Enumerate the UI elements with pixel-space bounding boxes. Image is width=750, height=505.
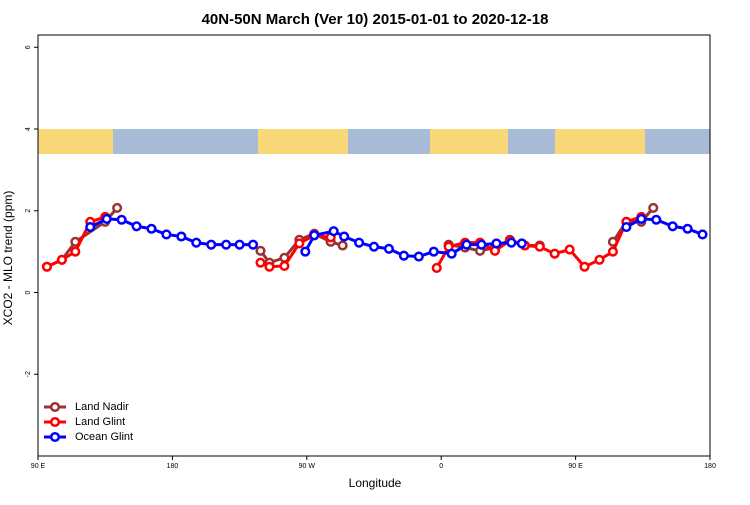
x-tick-label: 0 xyxy=(439,463,443,470)
legend-marker xyxy=(49,401,61,413)
point xyxy=(648,202,659,213)
x-tick-label: 180 xyxy=(167,463,179,470)
legend-item: Land Nadir xyxy=(44,401,129,413)
point xyxy=(247,239,259,250)
plot-frame xyxy=(37,34,711,457)
point xyxy=(255,245,266,256)
point xyxy=(131,221,142,232)
point xyxy=(476,239,487,250)
point xyxy=(279,260,290,271)
point xyxy=(294,238,305,249)
map-land xyxy=(555,129,645,154)
legend-marker xyxy=(49,416,61,428)
point xyxy=(491,238,502,249)
x-axis-label: Longitude xyxy=(349,476,402,490)
y-tick-label: 2 xyxy=(25,209,32,213)
point xyxy=(667,221,678,232)
legend-item: Ocean Glint xyxy=(44,431,133,443)
point xyxy=(651,214,662,225)
point xyxy=(337,240,348,251)
point xyxy=(161,229,172,240)
point xyxy=(255,257,266,268)
point xyxy=(101,213,112,224)
point xyxy=(446,248,457,259)
point xyxy=(41,261,53,272)
point xyxy=(506,237,517,248)
point xyxy=(564,244,575,255)
point xyxy=(607,246,618,257)
point xyxy=(221,239,232,250)
point xyxy=(579,261,590,272)
point xyxy=(354,237,365,248)
legend-label: Ocean Glint xyxy=(75,431,133,443)
point xyxy=(339,231,350,242)
legend-label: Land Nadir xyxy=(75,401,129,413)
point xyxy=(264,261,275,272)
x-tick-label: 90 W xyxy=(299,463,316,470)
point xyxy=(431,262,442,274)
point xyxy=(621,222,632,233)
point xyxy=(383,243,394,254)
point xyxy=(328,226,339,237)
point xyxy=(428,246,439,257)
point xyxy=(413,251,424,262)
point xyxy=(309,230,320,241)
x-tick-label: 90 E xyxy=(568,463,583,470)
map-band xyxy=(38,129,710,154)
point xyxy=(398,250,409,261)
point xyxy=(697,229,708,240)
point xyxy=(146,223,157,234)
y-tick-label: 0 xyxy=(25,290,32,294)
x-tick-label: 180 xyxy=(704,463,716,470)
point xyxy=(116,214,127,225)
x-tick-label: 90 E xyxy=(31,463,46,470)
y-axis-label: XCO2 - MLO trend (ppm) xyxy=(1,191,15,326)
point xyxy=(191,237,202,248)
point xyxy=(368,241,380,252)
point xyxy=(516,238,527,249)
point xyxy=(300,246,311,257)
legend-item: Land Glint xyxy=(44,416,125,428)
point xyxy=(70,246,81,257)
point xyxy=(549,248,560,259)
point xyxy=(534,241,545,252)
point xyxy=(206,239,217,250)
point xyxy=(176,231,187,242)
chart-title: 40N-50N March (Ver 10) 2015-01-01 to 202… xyxy=(202,11,549,28)
legend-label: Land Glint xyxy=(75,416,125,428)
map-land xyxy=(430,129,508,154)
point xyxy=(594,254,605,265)
legend-marker xyxy=(49,431,61,443)
y-tick-label: 6 xyxy=(25,45,32,49)
point xyxy=(85,222,96,233)
point xyxy=(682,223,693,234)
y-tick-label: 4 xyxy=(25,127,32,131)
point xyxy=(461,239,472,250)
y-tick-label: -2 xyxy=(25,371,32,377)
map-land xyxy=(38,129,113,154)
point xyxy=(112,202,123,213)
map-land xyxy=(258,129,348,154)
point xyxy=(234,239,245,250)
point xyxy=(636,213,647,224)
point xyxy=(56,254,67,265)
